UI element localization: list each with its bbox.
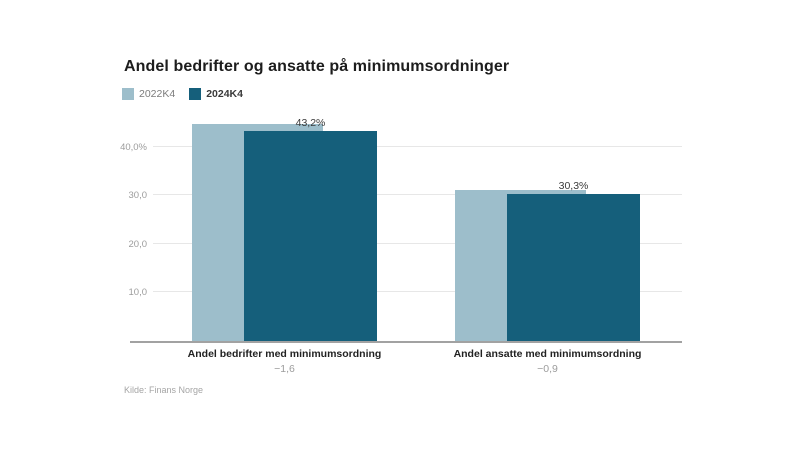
bar-2024K4-0: [244, 131, 377, 341]
change-label-1: −0,9: [537, 363, 558, 375]
x-axis-line: [130, 341, 682, 343]
legend: 2022K4 2024K4: [122, 88, 243, 100]
legend-item-2024K4: 2024K4: [189, 88, 243, 100]
source-note: Kilde: Finans Norge: [124, 385, 204, 395]
y-tick-label-20: 20,0: [128, 238, 148, 250]
category-label-0: Andel bedrifter med minimumsordning: [187, 348, 382, 360]
value-label-1: 30,3%: [558, 180, 589, 192]
gridline-20: [153, 242, 682, 244]
change-label-0: −1,6: [274, 363, 295, 375]
y-tick-label-30: 30,0: [128, 190, 148, 202]
chart-title: Andel bedrifter og ansatte på minimumsor…: [124, 58, 510, 75]
legend-item-2022K4: 2022K4: [122, 88, 175, 100]
gridline-30: [153, 194, 682, 196]
legend-swatch-2022K4: [122, 88, 134, 100]
legend-label-2024K4: 2024K4: [206, 88, 243, 100]
value-label-0: 43,2%: [295, 117, 326, 130]
y-tick-label-40: 40,0%: [120, 141, 147, 153]
category-label-1: Andel ansatte med minimumsordning: [453, 348, 642, 360]
y-tick-label-10: 10,0: [128, 287, 148, 299]
bar-2024K4-1: [507, 194, 640, 341]
gridline-10: [153, 291, 682, 293]
gridline-40: [153, 145, 682, 147]
legend-swatch-2024K4: [189, 88, 202, 100]
legend-label-2022K4: 2022K4: [139, 88, 176, 100]
plot-area: 40,0% 30,0 20,0 10,0 43,2% Andel bedrifter me…: [120, 112, 682, 375]
